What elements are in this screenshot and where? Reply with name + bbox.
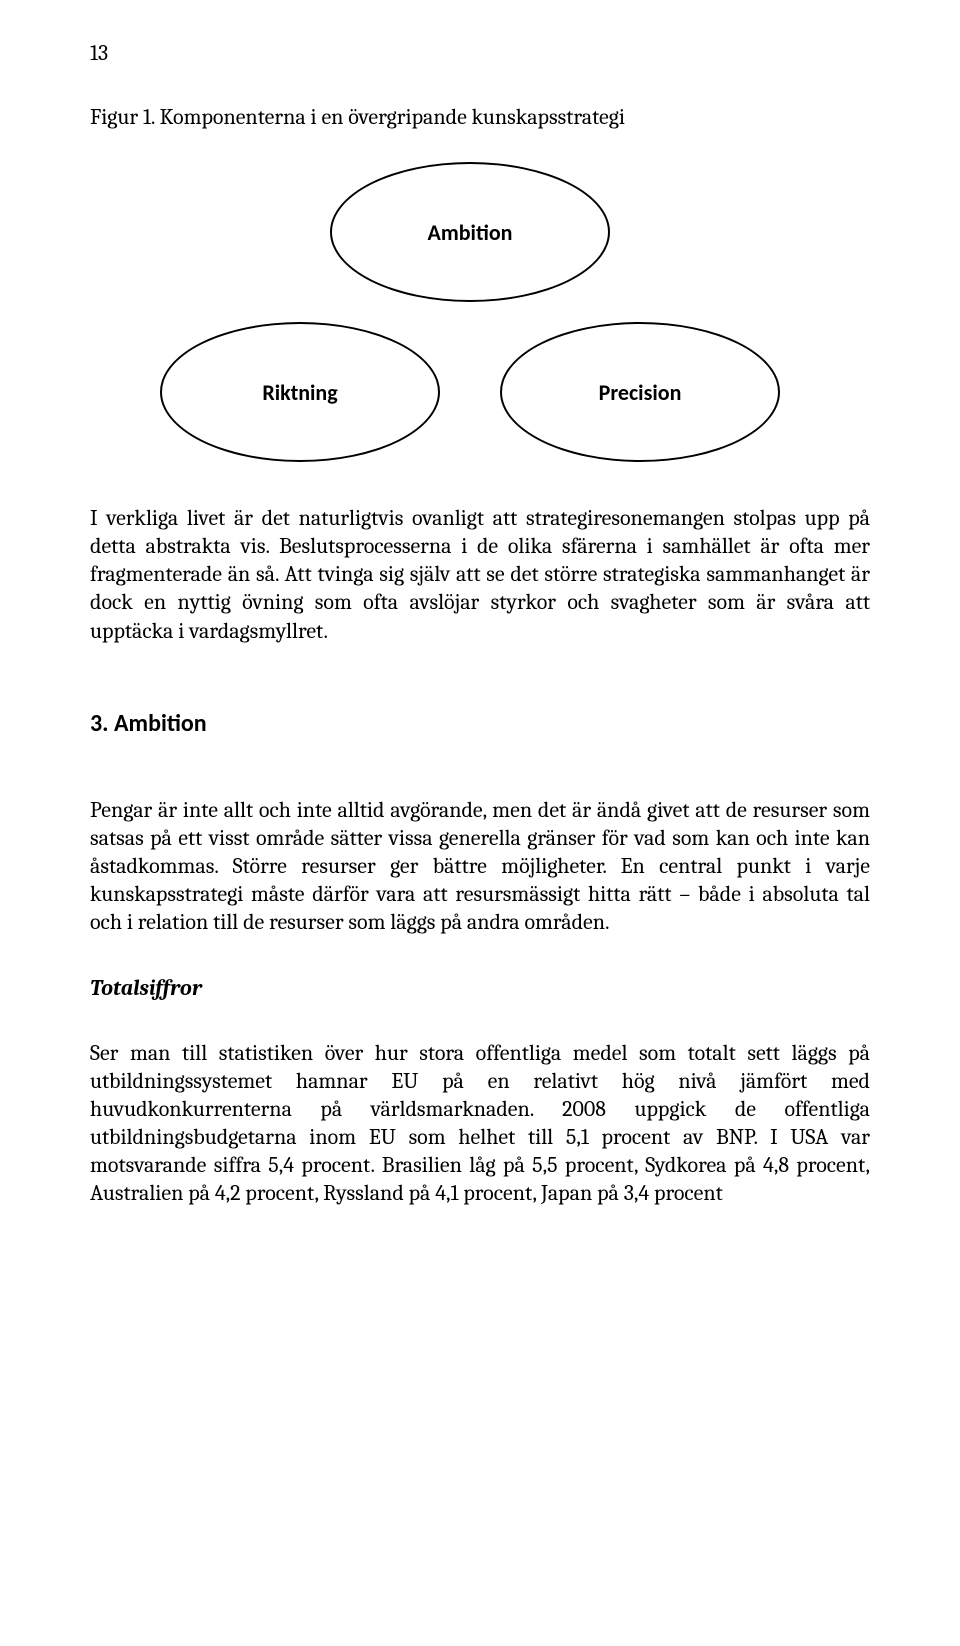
section-paragraph: Pengar är inte allt och inte alltid avgö… bbox=[90, 796, 870, 937]
figure-caption: Figur 1. Komponenterna i en övergripande… bbox=[90, 104, 870, 130]
ellipse-ambition: Ambition bbox=[330, 162, 610, 302]
section-heading: 3. Ambition bbox=[90, 709, 870, 738]
paragraph-after-figure: I verkliga livet är det naturligtvis ova… bbox=[90, 504, 870, 645]
ellipse-diagram: Ambition Riktning Precision bbox=[160, 162, 800, 472]
subsection-heading: Totalsiffror bbox=[90, 975, 870, 1001]
ellipse-riktning: Riktning bbox=[160, 322, 440, 462]
subsection-paragraph: Ser man till statistiken över hur stora … bbox=[90, 1039, 870, 1208]
page-number: 13 bbox=[90, 40, 870, 66]
ellipse-precision: Precision bbox=[500, 322, 780, 462]
